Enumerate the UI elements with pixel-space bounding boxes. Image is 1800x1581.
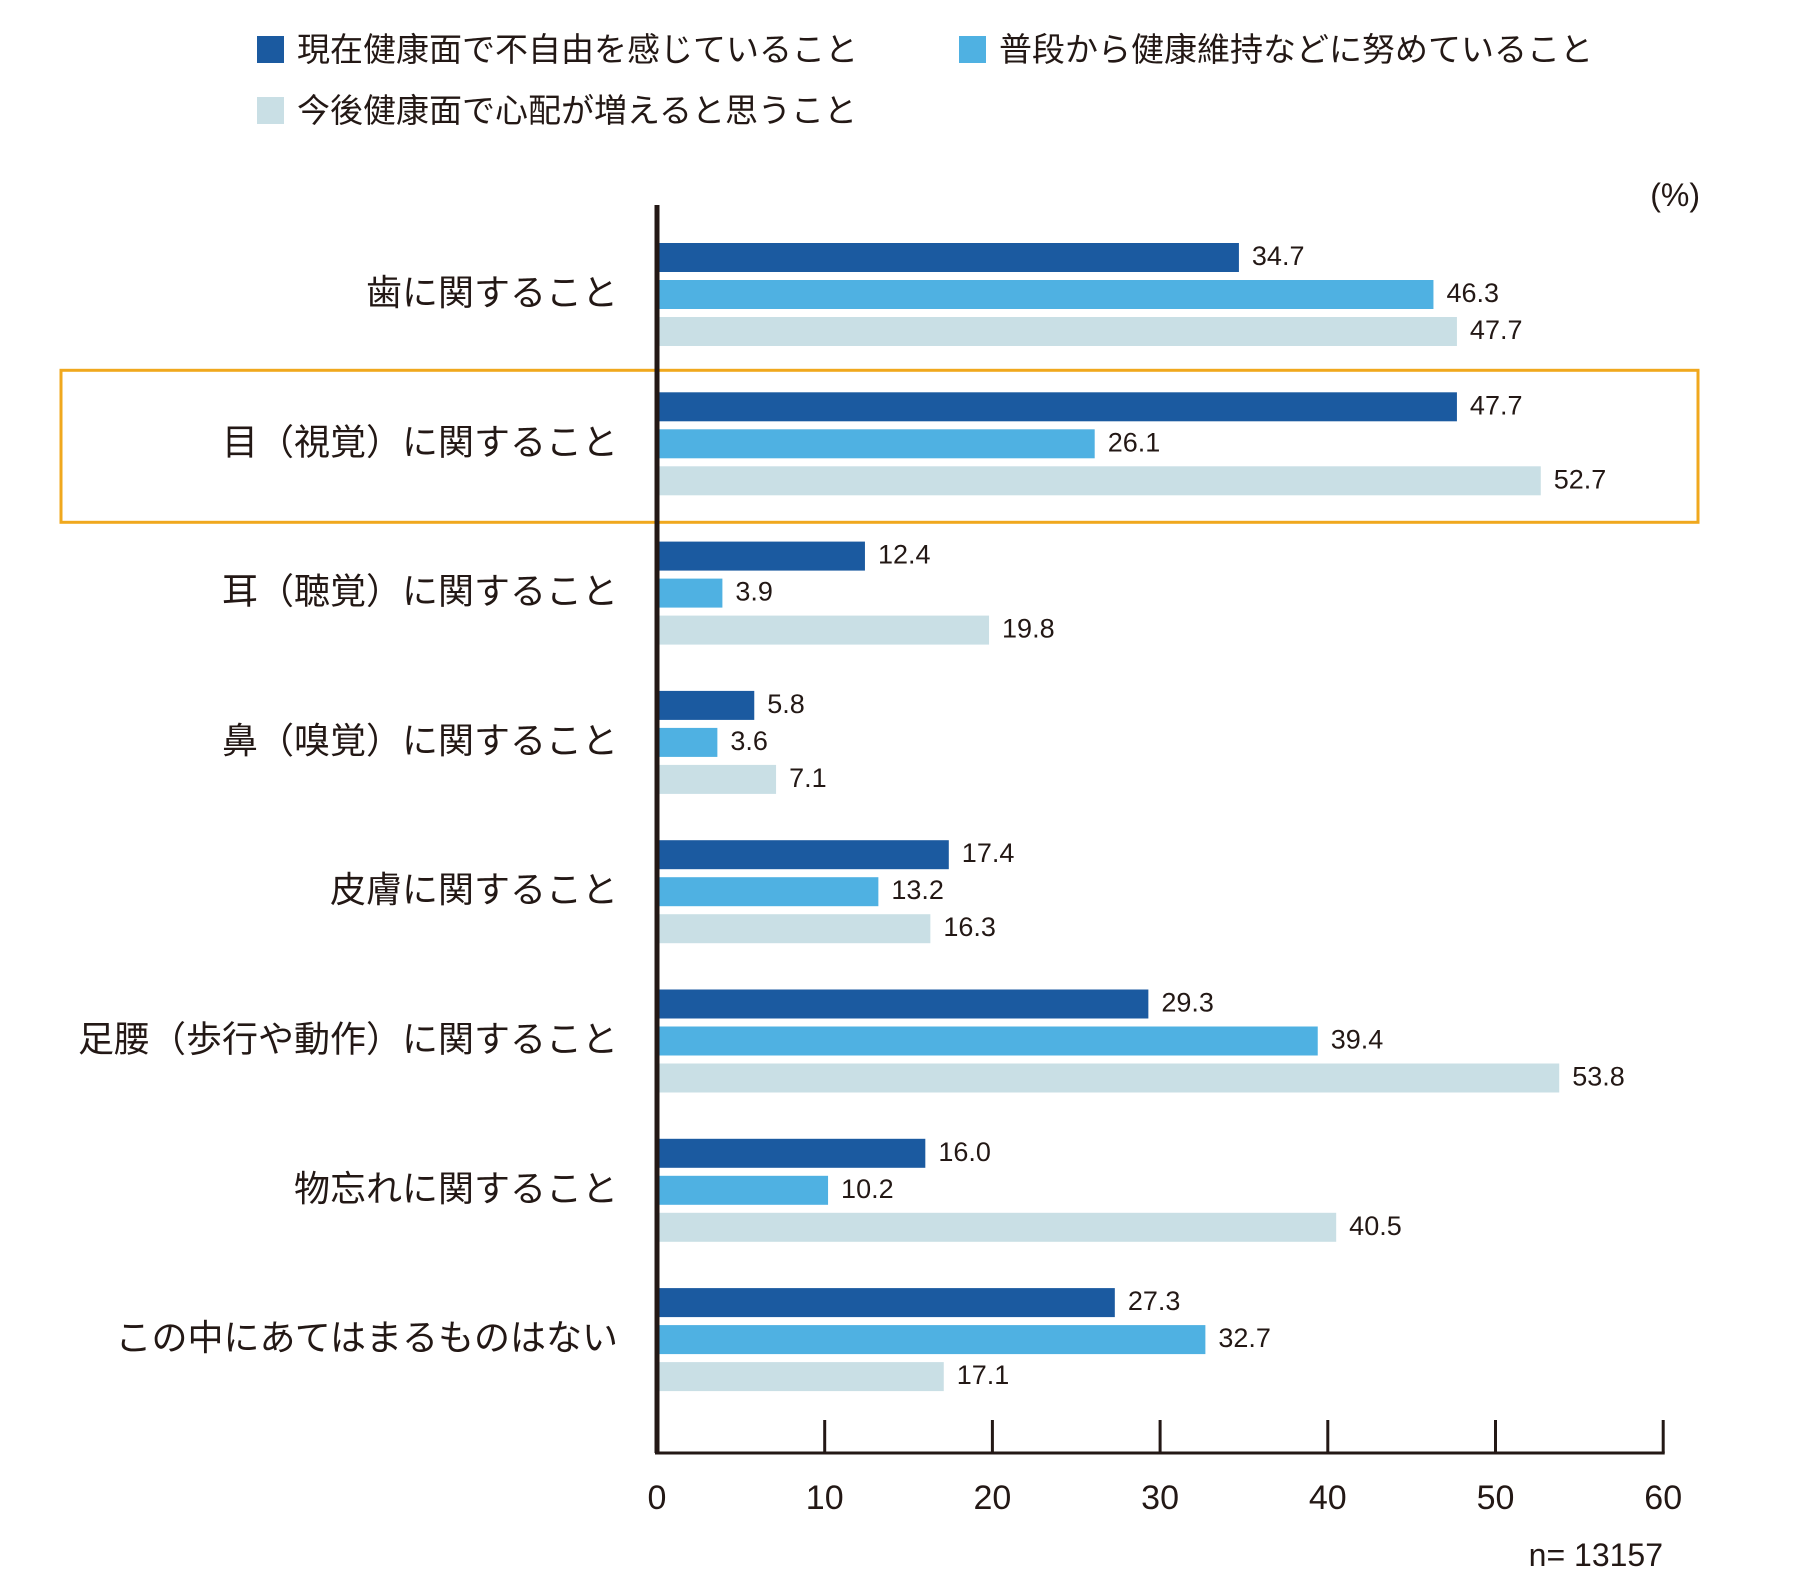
value-label-4-1: 13.2 — [891, 875, 944, 905]
value-label-1-1: 26.1 — [1108, 427, 1161, 457]
legend-label-1: 普段から健康維持などに努めていること — [999, 30, 1593, 69]
category-labels: 歯に関すること目（視覚）に関すること耳（聴覚）に関すること鼻（嗅覚）に関すること… — [78, 273, 618, 1359]
bar-7-1 — [657, 1325, 1206, 1355]
x-tick-label-0: 0 — [648, 1479, 667, 1517]
value-label-7-2: 17.1 — [957, 1360, 1010, 1390]
x-axis: 0 10 20 30 40 50 60 — [648, 205, 1682, 1517]
bar-7-0 — [657, 1288, 1115, 1318]
value-label-4-2: 16.3 — [943, 912, 996, 942]
bar-2-0 — [657, 541, 865, 571]
bar-0-0 — [657, 243, 1239, 272]
value-label-6-2: 40.5 — [1349, 1211, 1402, 1241]
category-label-2: 耳（聴覚）に関すること — [222, 572, 618, 613]
value-label-3-0: 5.8 — [767, 689, 805, 719]
bar-7-2 — [657, 1362, 944, 1392]
value-label-4-0: 17.4 — [962, 838, 1015, 868]
bar-5-0 — [657, 989, 1149, 1019]
x-tick-label-3: 30 — [1141, 1479, 1179, 1517]
value-label-0-1: 46.3 — [1446, 278, 1499, 308]
value-label-1-0: 47.7 — [1470, 390, 1523, 420]
legend: 現在健康面で不自由を感じていること 普段から健康維持などに努めていること今後健康面… — [257, 30, 1593, 130]
bar-3-2 — [657, 764, 777, 794]
legend-label-2: 今後健康面で心配が増えると思うこと — [297, 91, 857, 130]
value-label-6-0: 16.0 — [938, 1137, 991, 1167]
value-label-6-1: 10.2 — [841, 1174, 894, 1204]
bar-2-1 — [657, 578, 723, 608]
bar-6-2 — [657, 1212, 1337, 1242]
category-label-7: この中にあてはまるものはない — [115, 1318, 618, 1359]
highlight-box — [59, 368, 1700, 524]
legend-swatch-1 — [959, 36, 986, 63]
bar-3-1 — [657, 727, 718, 757]
bars: 34.7 46.3 47.7 47.7 26.1 52.7 12.4 3.9 19.8 5.8 3.… — [657, 241, 1625, 1392]
value-label-2-1: 3.9 — [735, 577, 773, 607]
bar-0-1 — [657, 280, 1434, 309]
value-label-5-2: 53.8 — [1572, 1062, 1625, 1092]
value-label-2-0: 12.4 — [878, 540, 931, 570]
bar-6-1 — [657, 1175, 829, 1205]
value-label-0-0: 34.7 — [1252, 241, 1305, 271]
category-label-1: 目（視覚）に関すること — [222, 422, 618, 463]
bar-1-1 — [657, 429, 1095, 459]
value-label-1-2: 52.7 — [1554, 464, 1607, 494]
value-label-3-2: 7.1 — [789, 763, 827, 793]
bar-5-2 — [657, 1063, 1560, 1093]
legend-swatch-2 — [257, 97, 284, 124]
bar-1-0 — [657, 392, 1457, 422]
category-label-6: 物忘れに関すること — [294, 1169, 618, 1210]
bar-5-1 — [657, 1026, 1318, 1056]
value-label-0-2: 47.7 — [1470, 315, 1523, 345]
value-label-2-2: 19.8 — [1002, 614, 1055, 644]
bar-4-2 — [657, 914, 931, 944]
unit-label: (%) — [1650, 177, 1700, 213]
bar-4-1 — [657, 877, 879, 907]
category-label-0: 歯に関すること — [366, 273, 618, 314]
value-label-3-1: 3.6 — [730, 726, 768, 756]
category-label-3: 鼻（嗅覚）に関すること — [222, 721, 618, 762]
bar-6-0 — [657, 1138, 926, 1168]
legend-label-0: 現在健康面で不自由を感じていること — [297, 30, 858, 69]
bar-0-2 — [657, 317, 1457, 346]
x-tick-label-2: 20 — [973, 1479, 1011, 1517]
sample-size-note: n= 13157 — [1529, 1537, 1663, 1573]
value-label-5-0: 29.3 — [1161, 988, 1214, 1018]
x-tick-label-6: 60 — [1644, 1479, 1682, 1517]
value-label-7-0: 27.3 — [1128, 1286, 1181, 1316]
category-label-4: 皮膚に関すること — [330, 870, 618, 911]
value-label-7-1: 32.7 — [1218, 1323, 1271, 1353]
bar-4-0 — [657, 840, 949, 870]
x-tick-label-1: 10 — [806, 1479, 844, 1517]
category-label-5: 足腰（歩行や動作）に関すること — [78, 1020, 618, 1061]
highlight-group — [59, 368, 1700, 524]
bar-3-0 — [657, 690, 755, 720]
legend-swatch-0 — [257, 36, 284, 63]
x-tick-label-4: 40 — [1309, 1479, 1347, 1517]
x-tick-label-5: 50 — [1477, 1479, 1515, 1517]
bar-2-2 — [657, 615, 990, 645]
value-label-5-1: 39.4 — [1331, 1025, 1384, 1055]
bar-1-2 — [657, 466, 1541, 496]
